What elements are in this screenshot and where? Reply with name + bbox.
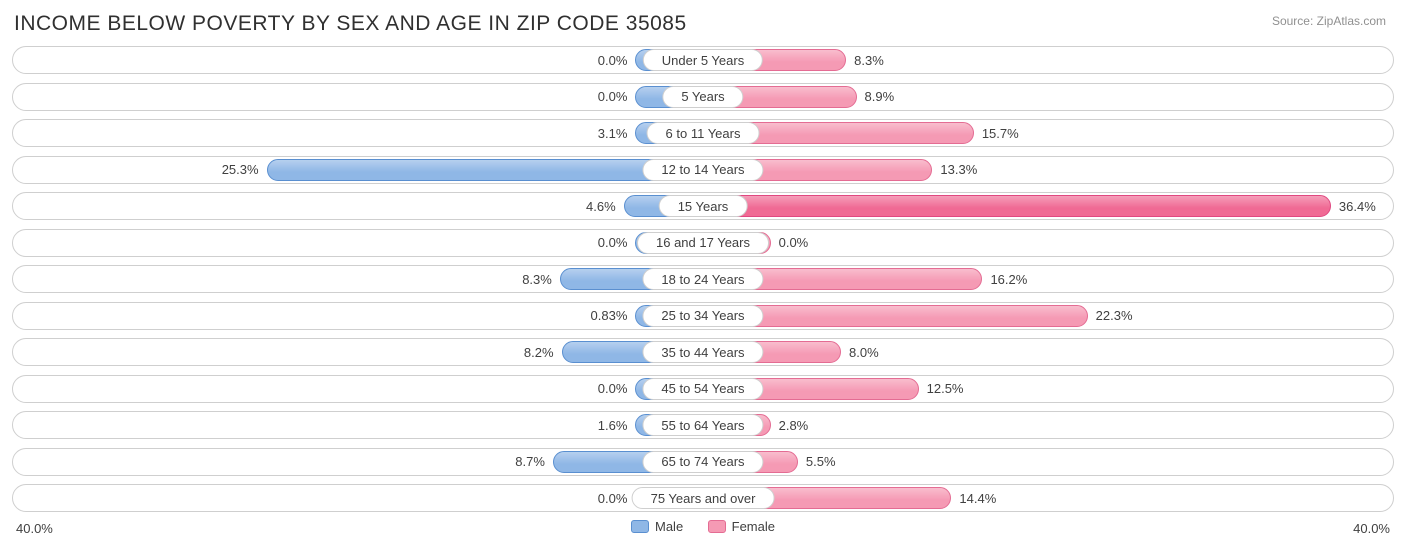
male-value: 3.1% xyxy=(598,120,628,146)
legend-male-swatch xyxy=(631,520,649,533)
legend-male-label: Male xyxy=(655,519,683,534)
male-value: 0.0% xyxy=(598,485,628,511)
female-value: 8.0% xyxy=(849,339,879,365)
female-bar xyxy=(703,195,1331,217)
table-row: 25.3% 13.3% 12 to 14 Years xyxy=(12,156,1394,184)
axis-right-max: 40.0% xyxy=(1353,521,1390,536)
table-row: 0.0% 12.5% 45 to 54 Years xyxy=(12,375,1394,403)
category-pill: 6 to 11 Years xyxy=(647,122,760,144)
x-axis: 40.0% 40.0% Male Female xyxy=(12,519,1394,541)
female-value: 5.5% xyxy=(806,449,836,475)
female-value: 36.4% xyxy=(1339,193,1376,219)
table-row: 8.2% 8.0% 35 to 44 Years xyxy=(12,338,1394,366)
table-row: 0.0% 14.4% 75 Years and over xyxy=(12,484,1394,512)
category-pill: 65 to 74 Years xyxy=(642,451,763,473)
female-value: 12.5% xyxy=(927,376,964,402)
category-pill: 16 and 17 Years xyxy=(637,232,769,254)
female-value: 14.4% xyxy=(959,485,996,511)
male-value: 0.0% xyxy=(598,84,628,110)
legend-female-label: Female xyxy=(732,519,775,534)
female-value: 2.8% xyxy=(779,412,809,438)
axis-left-max: 40.0% xyxy=(16,521,53,536)
table-row: 8.3% 16.2% 18 to 24 Years xyxy=(12,265,1394,293)
female-value: 8.3% xyxy=(854,47,884,73)
male-value: 0.0% xyxy=(598,47,628,73)
male-value: 0.0% xyxy=(598,230,628,256)
female-value: 0.0% xyxy=(779,230,809,256)
female-value: 22.3% xyxy=(1096,303,1133,329)
male-bar xyxy=(267,159,703,181)
table-row: 0.0% 8.9% 5 Years xyxy=(12,83,1394,111)
table-row: 0.83% 22.3% 25 to 34 Years xyxy=(12,302,1394,330)
male-value: 25.3% xyxy=(222,157,259,183)
category-pill: 45 to 54 Years xyxy=(642,378,763,400)
chart-container: INCOME BELOW POVERTY BY SEX AND AGE IN Z… xyxy=(0,0,1406,559)
category-pill: 15 Years xyxy=(659,195,748,217)
table-row: 8.7% 5.5% 65 to 74 Years xyxy=(12,448,1394,476)
female-value: 16.2% xyxy=(990,266,1027,292)
chart-rows: 0.0% 8.3% Under 5 Years 0.0% 8.9% 5 Years 3.1%… xyxy=(12,46,1394,512)
legend-female-swatch xyxy=(708,520,726,533)
source-attribution: Source: ZipAtlas.com xyxy=(1272,14,1386,28)
table-row: 0.0% 8.3% Under 5 Years xyxy=(12,46,1394,74)
male-value: 0.0% xyxy=(598,376,628,402)
table-row: 0.0% 0.0% 16 and 17 Years xyxy=(12,229,1394,257)
category-pill: 75 Years and over xyxy=(632,487,775,509)
male-value: 1.6% xyxy=(598,412,628,438)
table-row: 1.6% 2.8% 55 to 64 Years xyxy=(12,411,1394,439)
legend: Male Female xyxy=(12,519,1394,538)
male-value: 4.6% xyxy=(586,193,616,219)
male-value: 8.3% xyxy=(522,266,552,292)
female-value: 15.7% xyxy=(982,120,1019,146)
table-row: 3.1% 15.7% 6 to 11 Years xyxy=(12,119,1394,147)
chart-title: INCOME BELOW POVERTY BY SEX AND AGE IN Z… xyxy=(14,12,1394,36)
female-value: 13.3% xyxy=(940,157,977,183)
male-value: 8.2% xyxy=(524,339,554,365)
table-row: 4.6% 36.4% 15 Years xyxy=(12,192,1394,220)
category-pill: 35 to 44 Years xyxy=(642,341,763,363)
category-pill: 55 to 64 Years xyxy=(642,414,763,436)
legend-female: Female xyxy=(708,519,775,534)
category-pill: 12 to 14 Years xyxy=(642,159,763,181)
category-pill: Under 5 Years xyxy=(643,49,763,71)
category-pill: 18 to 24 Years xyxy=(642,268,763,290)
female-value: 8.9% xyxy=(865,84,895,110)
category-pill: 25 to 34 Years xyxy=(642,305,763,327)
male-value: 0.83% xyxy=(591,303,628,329)
legend-male: Male xyxy=(631,519,683,534)
category-pill: 5 Years xyxy=(662,86,743,108)
male-value: 8.7% xyxy=(515,449,545,475)
